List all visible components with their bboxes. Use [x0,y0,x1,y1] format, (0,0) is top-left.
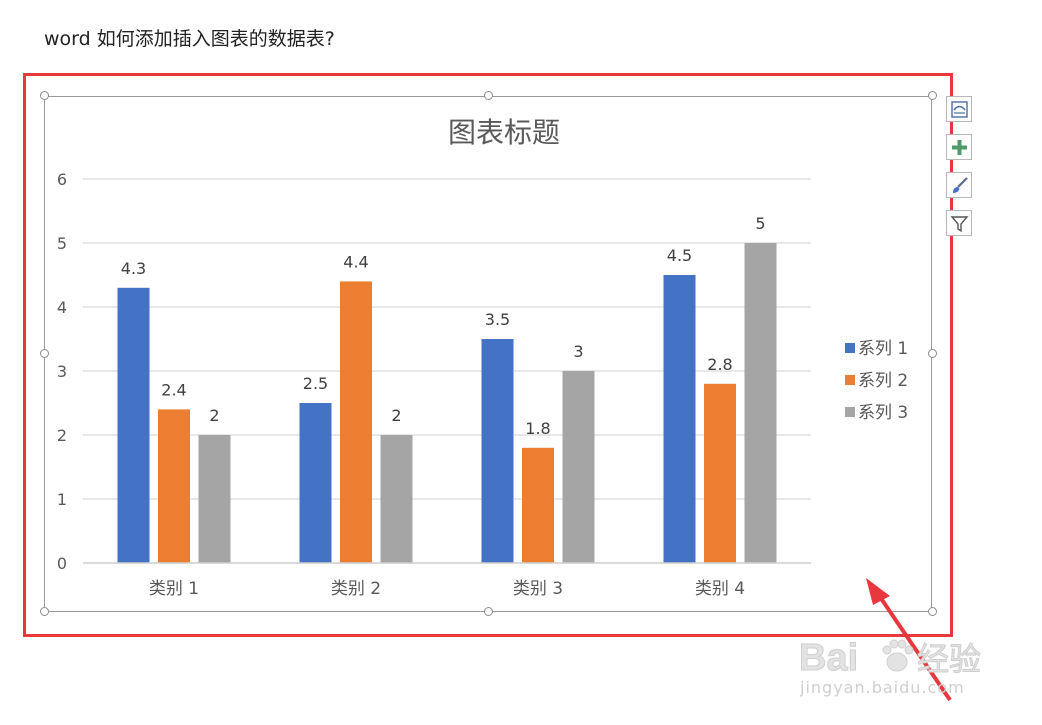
resize-handle-middle-right[interactable] [928,349,937,358]
chart-elements-plus-icon [952,140,967,155]
data-label: 1.8 [525,419,550,438]
chart-styles-button[interactable] [946,172,972,198]
legend-swatch [845,343,855,353]
bar-chart[interactable]: 0 1 2 3 4 5 6 4.3 2.4 2 2.5 4.4 2 3.5 1.8 3 4.5 2.8 5 类别 … [45,97,933,613]
legend-swatch [845,407,855,417]
y-tick-label: 6 [57,170,67,189]
bar-series-1-cat-4[interactable] [663,275,696,563]
y-tick-label: 0 [57,554,67,573]
highlight-box [23,73,953,637]
data-label: 2.8 [707,355,732,374]
legend-entry[interactable]: 系列 2 [858,371,908,391]
chart-filter-button[interactable] [946,210,972,236]
bar-series-1-cat-3[interactable] [481,339,514,563]
x-category-label: 类别 2 [331,579,381,599]
x-category-label: 类别 3 [513,579,563,599]
resize-handle-middle-left[interactable] [40,349,49,358]
resize-handle-bottom-left[interactable] [40,607,49,616]
data-label: 2.5 [303,374,328,393]
data-label: 2.4 [161,380,186,399]
data-label: 3.5 [485,310,510,329]
x-category-label: 类别 4 [695,579,745,599]
bar-series-3-cat-2[interactable] [380,435,413,563]
bar-series-2-cat-3[interactable] [522,447,554,563]
legend-entry[interactable]: 系列 1 [858,339,908,359]
bar-series-3-cat-1[interactable] [198,435,231,563]
x-category-label: 类别 1 [149,579,199,599]
data-label: 2 [391,406,401,425]
bar-series-1-cat-1[interactable] [117,287,150,563]
data-label: 5 [755,214,765,233]
y-tick-label: 1 [57,490,67,509]
y-axis: 0 1 2 3 4 5 6 [57,170,67,573]
y-tick-label: 2 [57,426,67,445]
resize-handle-bottom-right[interactable] [928,607,937,616]
y-tick-label: 5 [57,234,67,253]
bar-series-2-cat-1[interactable] [158,409,190,563]
bar-series-1-cat-2[interactable] [299,403,332,563]
bar-series-3-cat-4[interactable] [744,243,777,563]
data-label: 3 [573,342,583,361]
layout-options-button[interactable] [946,96,972,122]
resize-handle-top-left[interactable] [40,91,49,100]
y-tick-label: 3 [57,362,67,381]
chart-title[interactable]: 图表标题 [448,116,560,149]
y-tick-label: 4 [57,298,67,317]
chart-elements-button[interactable] [946,134,972,160]
resize-handle-top-right[interactable] [928,91,937,100]
data-label: 4.5 [667,246,692,265]
x-axis: 类别 1 类别 2 类别 3 类别 4 [83,562,811,599]
bars[interactable] [117,243,777,563]
data-label: 2 [209,406,219,425]
data-label: 4.4 [343,252,368,271]
resize-handle-bottom-middle[interactable] [484,607,493,616]
legend-entry[interactable]: 系列 3 [858,403,908,423]
legend-swatch [845,375,855,385]
chart-frame[interactable]: 0 1 2 3 4 5 6 4.3 2.4 2 2.5 4.4 2 3.5 1.8 3 4.5 2.8 5 类别 … [44,96,932,612]
bar-series-3-cat-3[interactable] [562,371,595,563]
gridlines [83,178,811,564]
layout-options-icon [951,101,968,118]
watermark-suffix: 经验 [917,640,981,678]
document-heading: word 如何添加插入图表的数据表? [44,28,335,50]
data-labels: 4.3 2.4 2 2.5 4.4 2 3.5 1.8 3 4.5 2.8 5 [121,214,766,438]
watermark-brand: Bai [799,637,858,679]
watermark-url: jingyan.baidu.com [800,678,965,697]
paw-icon [882,639,914,672]
legend[interactable]: 系列 1 系列 2 系列 3 [845,339,908,423]
baidu-jingyan-watermark: Bai 经验 [799,637,982,680]
chart-filter-icon [950,216,969,233]
resize-handle-top-middle[interactable] [484,91,493,100]
bar-series-2-cat-2[interactable] [340,281,372,563]
chart-styles-brush-icon [953,177,968,193]
data-label: 4.3 [121,259,146,278]
bar-series-2-cat-4[interactable] [704,383,736,563]
